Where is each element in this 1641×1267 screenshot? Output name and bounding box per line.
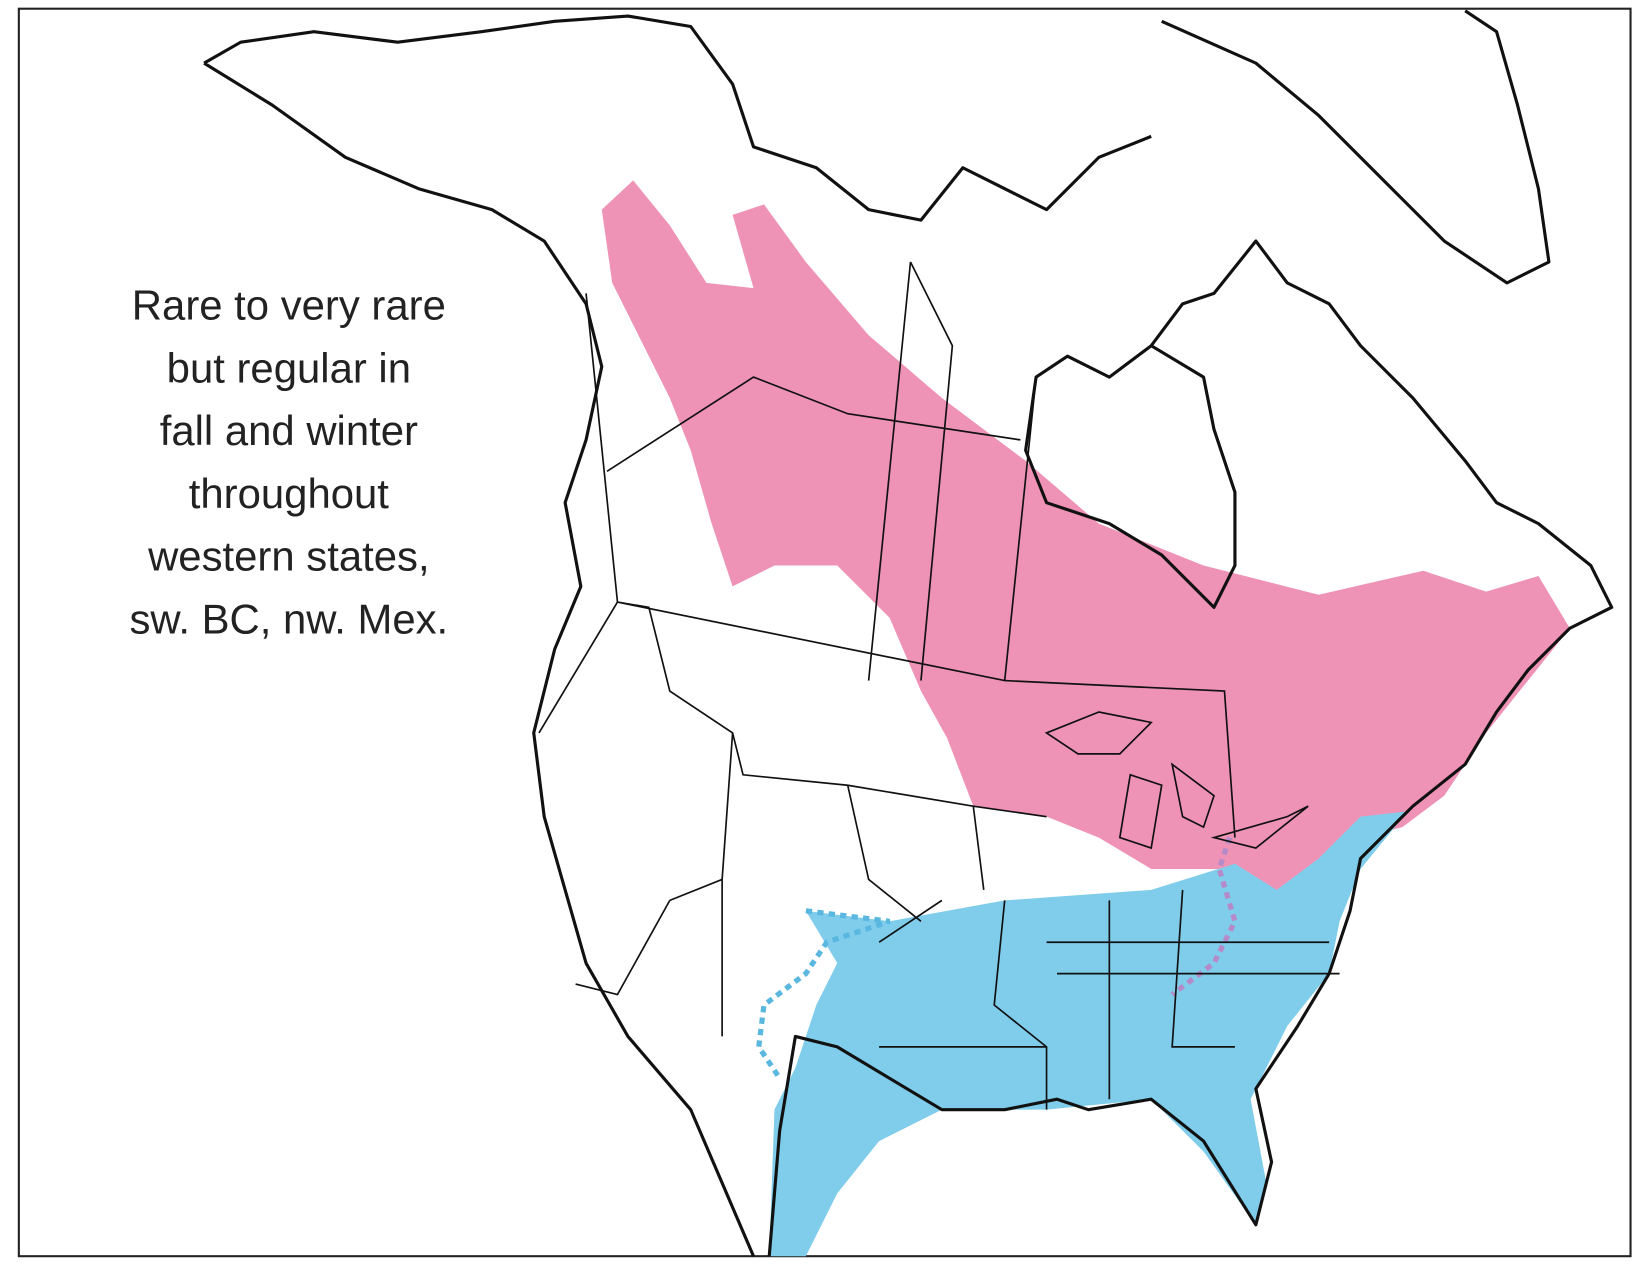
annotation-line: but regular in — [167, 344, 411, 391]
annotation-line: fall and winter — [160, 407, 418, 454]
migration-boundary — [756, 908, 891, 1080]
coastline — [203, 14, 1614, 1257]
annotation-line: throughout — [189, 470, 390, 517]
annotation-line: sw. BC, nw. Mex. — [130, 596, 449, 643]
border — [538, 261, 1340, 1110]
annotation-line: western states, — [147, 533, 430, 580]
great-lakes — [1044, 711, 1309, 850]
annotation-line: Rare to very rare — [132, 282, 446, 329]
greenland-coast — [1161, 9, 1551, 285]
breeding-range — [601, 180, 1570, 911]
winter-range — [769, 811, 1408, 1257]
